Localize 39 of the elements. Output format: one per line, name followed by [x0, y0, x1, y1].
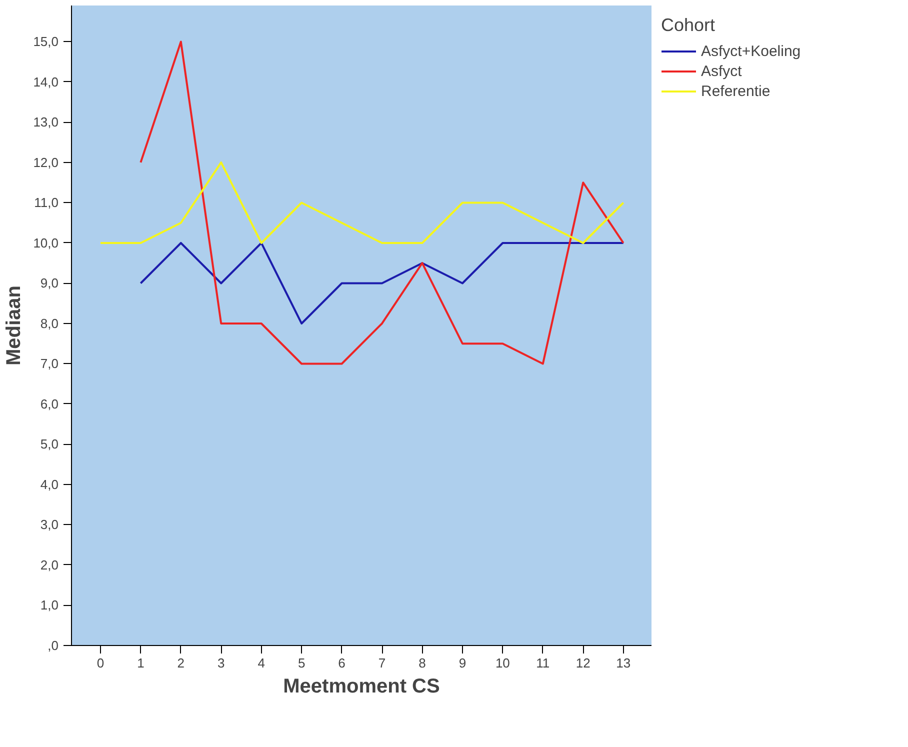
x-tick-label: 9: [458, 656, 466, 670]
x-tick-label: 12: [576, 656, 590, 670]
y-tick-label: 10,0: [33, 235, 59, 250]
x-tick-label: 0: [96, 656, 104, 670]
y-tick-label: 1,0: [40, 598, 59, 613]
line-series: [140, 242, 624, 324]
y-tick-label: 7,0: [40, 356, 59, 372]
y-tick-label: 9,0: [40, 276, 59, 291]
y-tick-label: 13,0: [33, 114, 59, 130]
y-tick-label: 5,0: [40, 436, 59, 452]
x-tick-label: 4: [258, 656, 265, 670]
legend-label: Asfyct+Koeling: [701, 42, 801, 60]
y-axis-title: Mediaan: [3, 285, 26, 366]
x-tick-label: 10: [495, 656, 510, 670]
legend-title: Cohort: [661, 15, 716, 36]
y-tick-label: 4,0: [40, 476, 59, 492]
y-tick-label: 6,0: [40, 396, 59, 412]
x-tick-label: 1: [137, 656, 144, 670]
y-tick-label: 3,0: [40, 517, 59, 532]
x-tick-label: 13: [616, 656, 631, 670]
legend-label: Referentie: [701, 82, 770, 100]
x-tick-label: 11: [536, 656, 550, 670]
x-tick-label: 6: [338, 656, 346, 670]
x-tick-label: 2: [177, 656, 185, 670]
line-series: [140, 40, 624, 365]
legend-label: Asfyct: [701, 62, 742, 80]
x-axis-title: Meetmoment CS: [283, 676, 440, 698]
x-tick-label: 7: [378, 656, 386, 670]
y-tick-label: 14,0: [33, 74, 59, 90]
y-tick-label: 11,0: [34, 195, 59, 210]
x-tick-label: 3: [218, 656, 225, 670]
y-tick-label: ,0: [48, 638, 58, 653]
y-tick-label: 15,0: [33, 34, 59, 50]
y-tick-label: 2,0: [40, 557, 59, 572]
line-series: [99, 161, 624, 244]
x-tick-label: 5: [298, 656, 306, 670]
x-tick-label: 8: [418, 656, 426, 670]
y-tick-label: 8,0: [40, 316, 59, 331]
y-tick-label: 12,0: [33, 154, 59, 170]
